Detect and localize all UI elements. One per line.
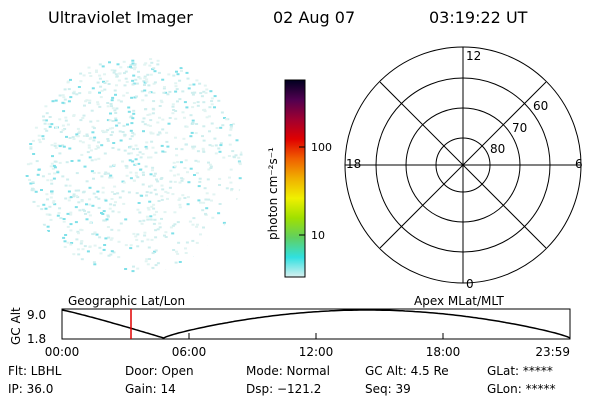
colorbar: 100 10 photon cm⁻²s⁻¹ [266, 79, 332, 278]
status-door: Door: Open [125, 364, 194, 378]
status-geo-lat: GLat: ***** [487, 364, 553, 378]
altitude-curve [61, 309, 571, 339]
mlt-label-18: 18 [346, 157, 361, 171]
timeline-right-label: Apex MLat/MLT [414, 294, 504, 308]
colorbar-label-10: 10 [311, 229, 325, 242]
y-tick-bottom: 1.8 [27, 332, 46, 346]
colorbar-label-100: 100 [311, 141, 332, 154]
date-label: 02 Aug 07 [273, 8, 356, 27]
status-gc-altitude: GC Alt: 4.5 Re [365, 364, 449, 378]
status-dsp: Dsp: −121.2 [246, 382, 322, 396]
x-tick-label-2: 12:00 [299, 345, 334, 359]
mlt-label-12: 12 [466, 49, 481, 63]
mlt-label-0: 0 [466, 277, 474, 291]
timeline-left-label: Geographic Lat/Lon [68, 294, 185, 308]
y-tick-top: 9.0 [27, 308, 46, 322]
x-tick-label-4: 23:59 [535, 345, 570, 359]
time-label: 03:19:22 UT [429, 8, 528, 27]
instrument-title: Ultraviolet Imager [48, 8, 193, 27]
status-ip: IP: 36.0 [8, 382, 54, 396]
status-geo-lon: GLon: ***** [487, 382, 556, 396]
colorbar-scale [284, 79, 306, 278]
status-sequence: Seq: 39 [365, 382, 411, 396]
x-tick-label-0: 00:00 [45, 345, 80, 359]
x-tick-label-1: 06:00 [172, 345, 207, 359]
uv-image-disc [25, 56, 243, 274]
mlt-label-6: 6 [575, 157, 583, 171]
polar-diagonal-b [379, 81, 547, 249]
polar-plot [344, 46, 582, 284]
status-mode: Mode: Normal [246, 364, 330, 378]
status-filter: Flt: LBHL [8, 364, 62, 378]
mlat-label-60: 60 [533, 99, 548, 113]
x-tick-label-3: 18:00 [426, 345, 461, 359]
altitude-timeline: Geographic Lat/Lon Apex MLat/MLT 9.0 1.8… [9, 294, 571, 346]
colorbar-unit-label: photon cm⁻²s⁻¹ [266, 147, 280, 240]
status-gain: Gain: 14 [125, 382, 176, 396]
mlat-label-70: 70 [512, 121, 527, 135]
mlat-label-80: 80 [490, 142, 505, 156]
timeline-axis-title: GC Alt [9, 307, 23, 345]
